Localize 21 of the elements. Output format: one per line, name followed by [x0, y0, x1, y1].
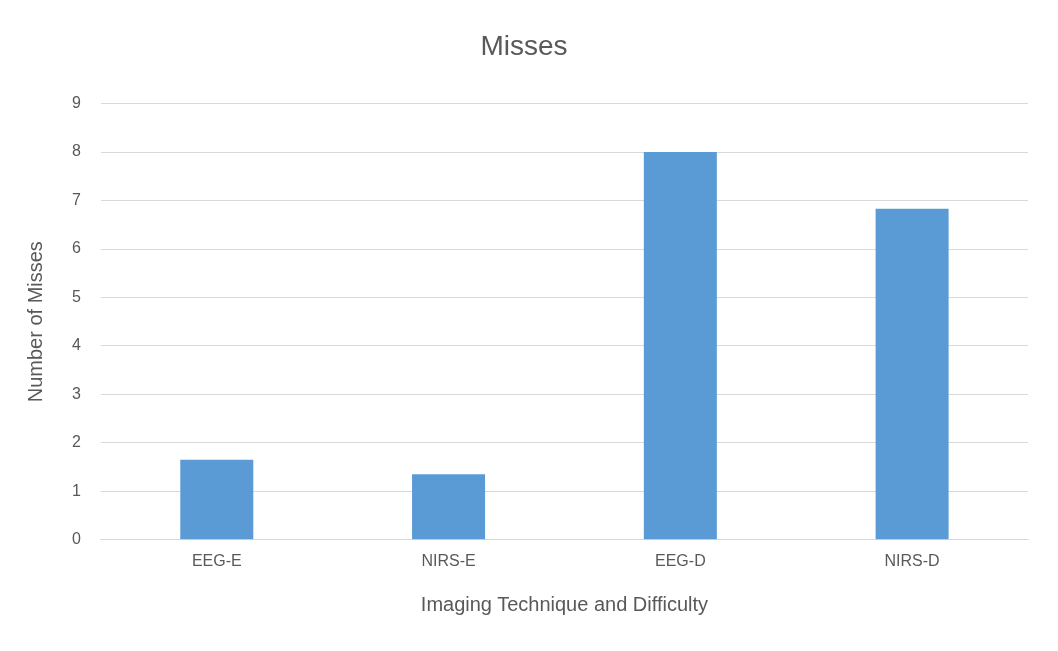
y-tick-label: 8 [71, 142, 81, 160]
x-tick-label: NIRS-D [884, 551, 940, 569]
y-tick-label: 9 [71, 94, 81, 112]
y-tick-label: 0 [71, 530, 81, 548]
y-tick-label: 5 [71, 287, 81, 305]
y-tick-label: 6 [71, 239, 81, 257]
bar [643, 152, 717, 540]
x-axis-title: Imaging Technique and Difficulty [420, 592, 709, 615]
y-tick-label: 3 [71, 384, 81, 402]
bar [412, 474, 486, 540]
y-tick-label: 2 [71, 433, 81, 451]
x-tick-label: EEG-D [655, 551, 706, 569]
y-tick-label: 1 [71, 481, 81, 499]
chart-title: Misses [480, 29, 568, 61]
bar [180, 459, 254, 540]
x-tick-label: NIRS-E [421, 551, 476, 569]
y-tick-label: 7 [71, 190, 81, 208]
y-tick-label: 4 [71, 336, 81, 354]
y-axis-title: Number of Misses [23, 241, 46, 403]
bar [875, 208, 949, 540]
x-tick-label: EEG-E [191, 551, 242, 569]
